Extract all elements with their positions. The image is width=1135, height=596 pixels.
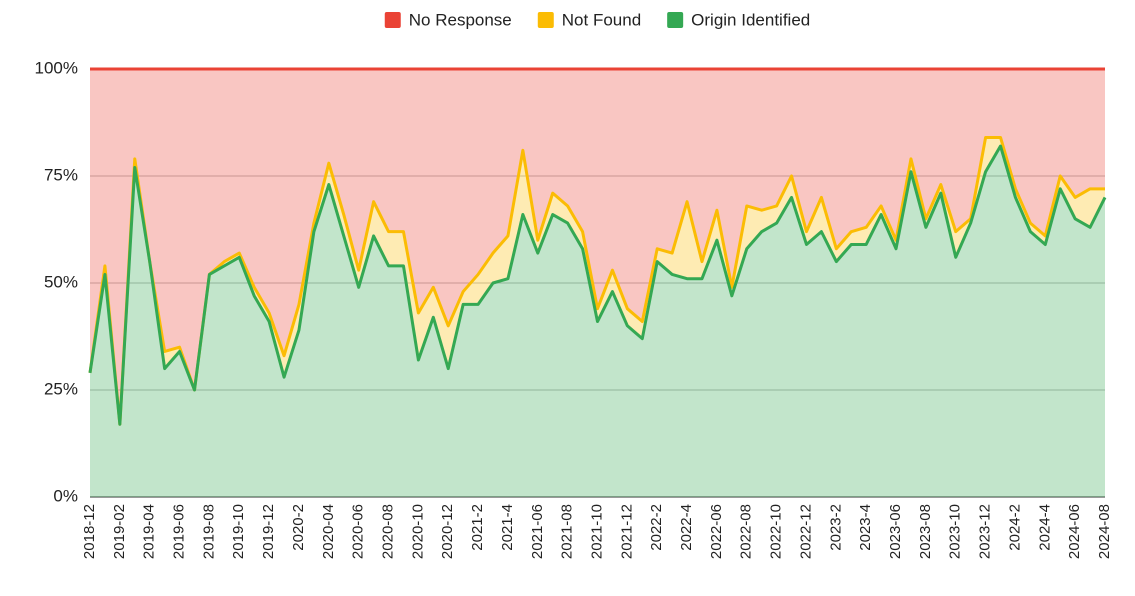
x-tick-label: 2021-4 <box>499 504 516 551</box>
legend-label: Origin Identified <box>691 10 810 29</box>
x-tick-label: 2021-08 <box>559 504 576 559</box>
y-tick-label: 100% <box>35 58 78 77</box>
x-tick-label: 2020-08 <box>379 504 396 559</box>
x-tick-label: 2019-08 <box>200 504 217 559</box>
x-tick-label: 2020-06 <box>350 504 367 559</box>
series-line <box>88 144 1107 426</box>
y-tick-label: 25% <box>44 379 78 398</box>
x-tick-label: 2019-06 <box>171 504 188 559</box>
x-tick-label: 2024-4 <box>1036 504 1053 551</box>
legend-swatch <box>384 12 401 28</box>
x-tick-label: 2020-10 <box>409 504 426 559</box>
series-line <box>88 135 1105 426</box>
y-tick-label: 75% <box>44 165 78 184</box>
legend-swatch <box>537 12 554 28</box>
x-tick-label: 2020-2 <box>290 504 307 551</box>
x-tick-label: 2021-12 <box>618 504 635 559</box>
legend: No Response Not Found Origin Identified <box>384 10 810 29</box>
x-tick-label: 2019-02 <box>111 504 128 559</box>
x-tick-label: 2021-10 <box>588 504 605 559</box>
lines <box>88 67 1107 426</box>
x-tick-label: 2022-2 <box>648 504 665 551</box>
legend-swatch <box>667 12 684 28</box>
x-tick-label: 2022-06 <box>708 504 725 559</box>
x-tick-label: 2018-12 <box>81 504 98 559</box>
x-tick-label: 2023-08 <box>917 504 934 559</box>
x-tick-label: 2024-2 <box>1006 504 1023 551</box>
areas <box>90 69 1105 498</box>
legend-label: Not Found <box>562 10 641 29</box>
x-tick-label: 2022-12 <box>797 504 814 559</box>
x-tick-label: 2023-2 <box>827 504 844 551</box>
x-tick-label: 2019-12 <box>260 504 277 559</box>
x-tick-label: 2022-10 <box>768 504 785 559</box>
x-tick-label: 2024-08 <box>1096 504 1113 559</box>
x-tick-label: 2019-10 <box>230 504 247 559</box>
x-tick-label: 2023-10 <box>947 504 964 559</box>
x-tick-label: 2022-4 <box>678 504 695 551</box>
y-tick-label: 50% <box>44 272 78 291</box>
legend-label: No Response <box>409 10 512 29</box>
x-tick-label: 2021-2 <box>469 504 486 551</box>
x-tick-label: 2020-04 <box>320 504 337 559</box>
y-tick-label: 0% <box>53 486 78 505</box>
area <box>90 69 1105 425</box>
x-tick-label: 2024-06 <box>1066 504 1083 559</box>
x-tick-label: 2019-04 <box>141 504 158 559</box>
x-tick-label: 2023-06 <box>887 504 904 559</box>
x-tick-label: 2023-12 <box>977 504 994 559</box>
x-tick-label: 2020-12 <box>439 504 456 559</box>
x-tick-label: 2022-08 <box>738 504 755 559</box>
x-tick-label: 2021-06 <box>529 504 546 559</box>
x-tick-label: 2023-4 <box>857 504 874 551</box>
